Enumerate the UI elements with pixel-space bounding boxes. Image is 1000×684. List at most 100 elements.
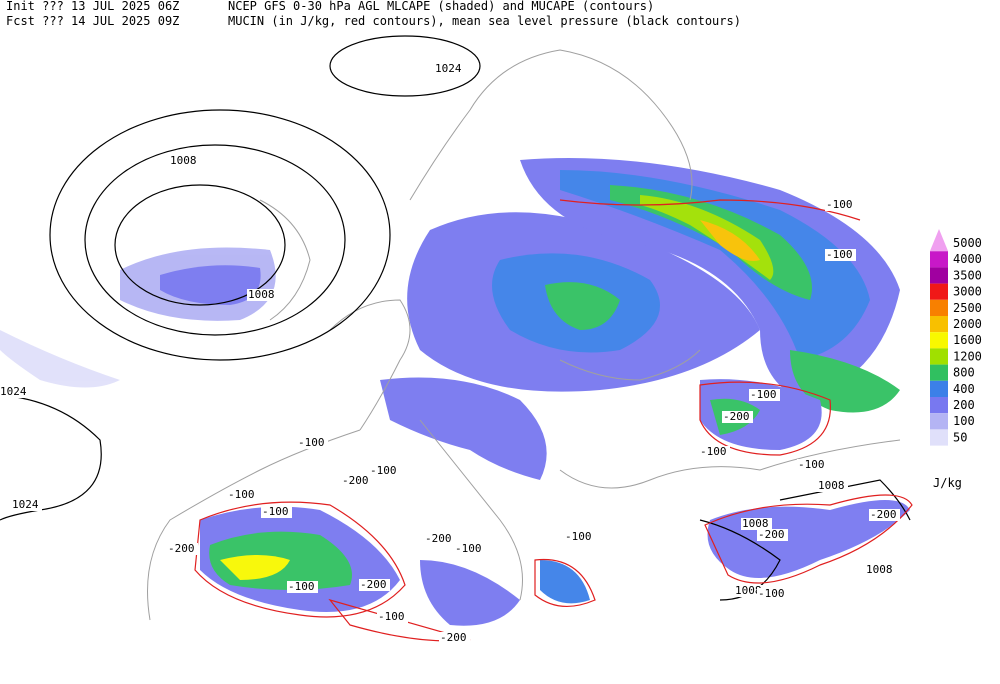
label-bg — [797, 459, 828, 471]
cin-label: -100 — [288, 580, 315, 593]
cin-label: -100 — [378, 610, 405, 623]
colorbar-label: 200 — [953, 398, 975, 412]
colorbar-swatch — [930, 267, 948, 284]
colorbar-swatch — [930, 316, 948, 333]
label-bg — [341, 475, 372, 487]
label-bg — [817, 480, 848, 492]
cin-label: -100 — [565, 530, 592, 543]
colorbar-label: 3500 — [953, 268, 982, 282]
pressure-label: 1008 — [818, 479, 845, 492]
colorbar-swatch — [930, 397, 948, 414]
label-bg — [757, 588, 788, 600]
pressure-label: 1008 — [866, 563, 893, 576]
cin-label: -100 — [455, 542, 482, 555]
colorbar-label: 50 — [953, 430, 967, 444]
colorbar-swatch — [930, 251, 948, 268]
label-bg — [369, 465, 400, 477]
cin-label: -100 — [750, 388, 777, 401]
label-bg — [11, 499, 42, 511]
contour-labels: 102410081008102410241008100810081008-100… — [0, 62, 900, 644]
label-bg — [741, 518, 772, 530]
colorbar: 5000 4000 3500 3000 2500 2000 1600 1200 800 400 20… — [930, 229, 982, 490]
label-bg — [297, 437, 328, 449]
colorbar-swatch — [930, 364, 948, 381]
pressure-label: 1008 — [170, 154, 197, 167]
colorbar-label: 2000 — [953, 317, 982, 331]
colorbar-unit: J/kg — [933, 476, 962, 490]
colorbar-label: 100 — [953, 414, 975, 428]
label-bg — [261, 506, 292, 518]
cin-label: -100 — [370, 464, 397, 477]
pressure-label: 1024 — [12, 498, 39, 511]
colorbar-swatch — [930, 283, 948, 300]
cin-label: -100 — [228, 488, 255, 501]
colorbar-label: 5000 — [953, 236, 982, 250]
cin-label: -100 — [262, 505, 289, 518]
label-bg — [564, 531, 595, 543]
label-bg — [865, 564, 896, 576]
cin-label: -200 — [342, 474, 369, 487]
cin-contours — [194, 199, 913, 642]
pressure-label: 1008 — [735, 584, 762, 597]
label-bg — [869, 509, 900, 521]
label-bg — [287, 581, 318, 593]
colorbar-label: 800 — [953, 366, 975, 380]
label-bg — [227, 489, 258, 501]
label-bg — [749, 389, 780, 401]
title-line-2: MUCIN (in J/kg, red contours), mean sea … — [228, 14, 741, 28]
cin-label: -200 — [168, 542, 195, 555]
cin-label: -200 — [870, 508, 897, 521]
label-bg — [247, 289, 278, 301]
cin-label: -200 — [440, 631, 467, 644]
pressure-label: 1024 — [0, 385, 27, 398]
label-bg — [169, 155, 200, 167]
label-bg — [454, 543, 485, 555]
label-bg — [167, 543, 198, 555]
pressure-label: 1024 — [435, 62, 462, 75]
label-bg — [424, 533, 455, 545]
colorbar-swatch — [930, 229, 948, 251]
cin-label: -200 — [758, 528, 785, 541]
cin-label: -100 — [826, 198, 853, 211]
cin-label: -200 — [723, 410, 750, 423]
pressure-label: 1008 — [742, 517, 769, 530]
label-bg — [722, 411, 753, 423]
colorbar-label: 4000 — [953, 252, 982, 266]
colorbar-swatch — [930, 380, 948, 397]
colorbar-swatch — [930, 332, 948, 349]
cin-label: -100 — [298, 436, 325, 449]
colorbar-swatch — [930, 299, 948, 316]
colorbar-swatch — [930, 413, 948, 430]
cin-label: -100 — [758, 587, 785, 600]
cin-label: -100 — [700, 445, 727, 458]
init-time: Init ??? 13 JUL 2025 06Z — [6, 0, 179, 13]
cape-shading — [0, 158, 910, 626]
colorbar-label: 1200 — [953, 349, 982, 363]
label-bg — [825, 199, 856, 211]
colorbar-label: 400 — [953, 382, 975, 396]
label-bg — [434, 63, 465, 75]
colorbar-label: 1600 — [953, 333, 982, 347]
cin-label: -100 — [826, 248, 853, 261]
cin-label: -200 — [360, 578, 387, 591]
label-bg — [0, 386, 30, 398]
pressure-contours — [0, 35, 911, 601]
label-bg — [377, 611, 408, 623]
colorbar-label: 2500 — [953, 301, 982, 315]
label-bg — [825, 249, 856, 261]
pressure-label: 1008 — [248, 288, 275, 301]
title-line-1: NCEP GFS 0-30 hPa AGL MLCAPE (shaded) an… — [228, 0, 654, 13]
colorbar-label: 3000 — [953, 285, 982, 299]
cin-label: -200 — [425, 532, 452, 545]
forecast-time: Fcst ??? 14 JUL 2025 09Z — [6, 14, 179, 28]
label-bg — [757, 529, 788, 541]
colorbar-swatch — [930, 348, 948, 365]
label-bg — [699, 446, 730, 458]
coastlines — [147, 49, 901, 621]
colorbar-swatch — [930, 429, 948, 446]
cin-label: -100 — [798, 458, 825, 471]
label-bg — [359, 579, 390, 591]
label-bg — [439, 632, 470, 644]
